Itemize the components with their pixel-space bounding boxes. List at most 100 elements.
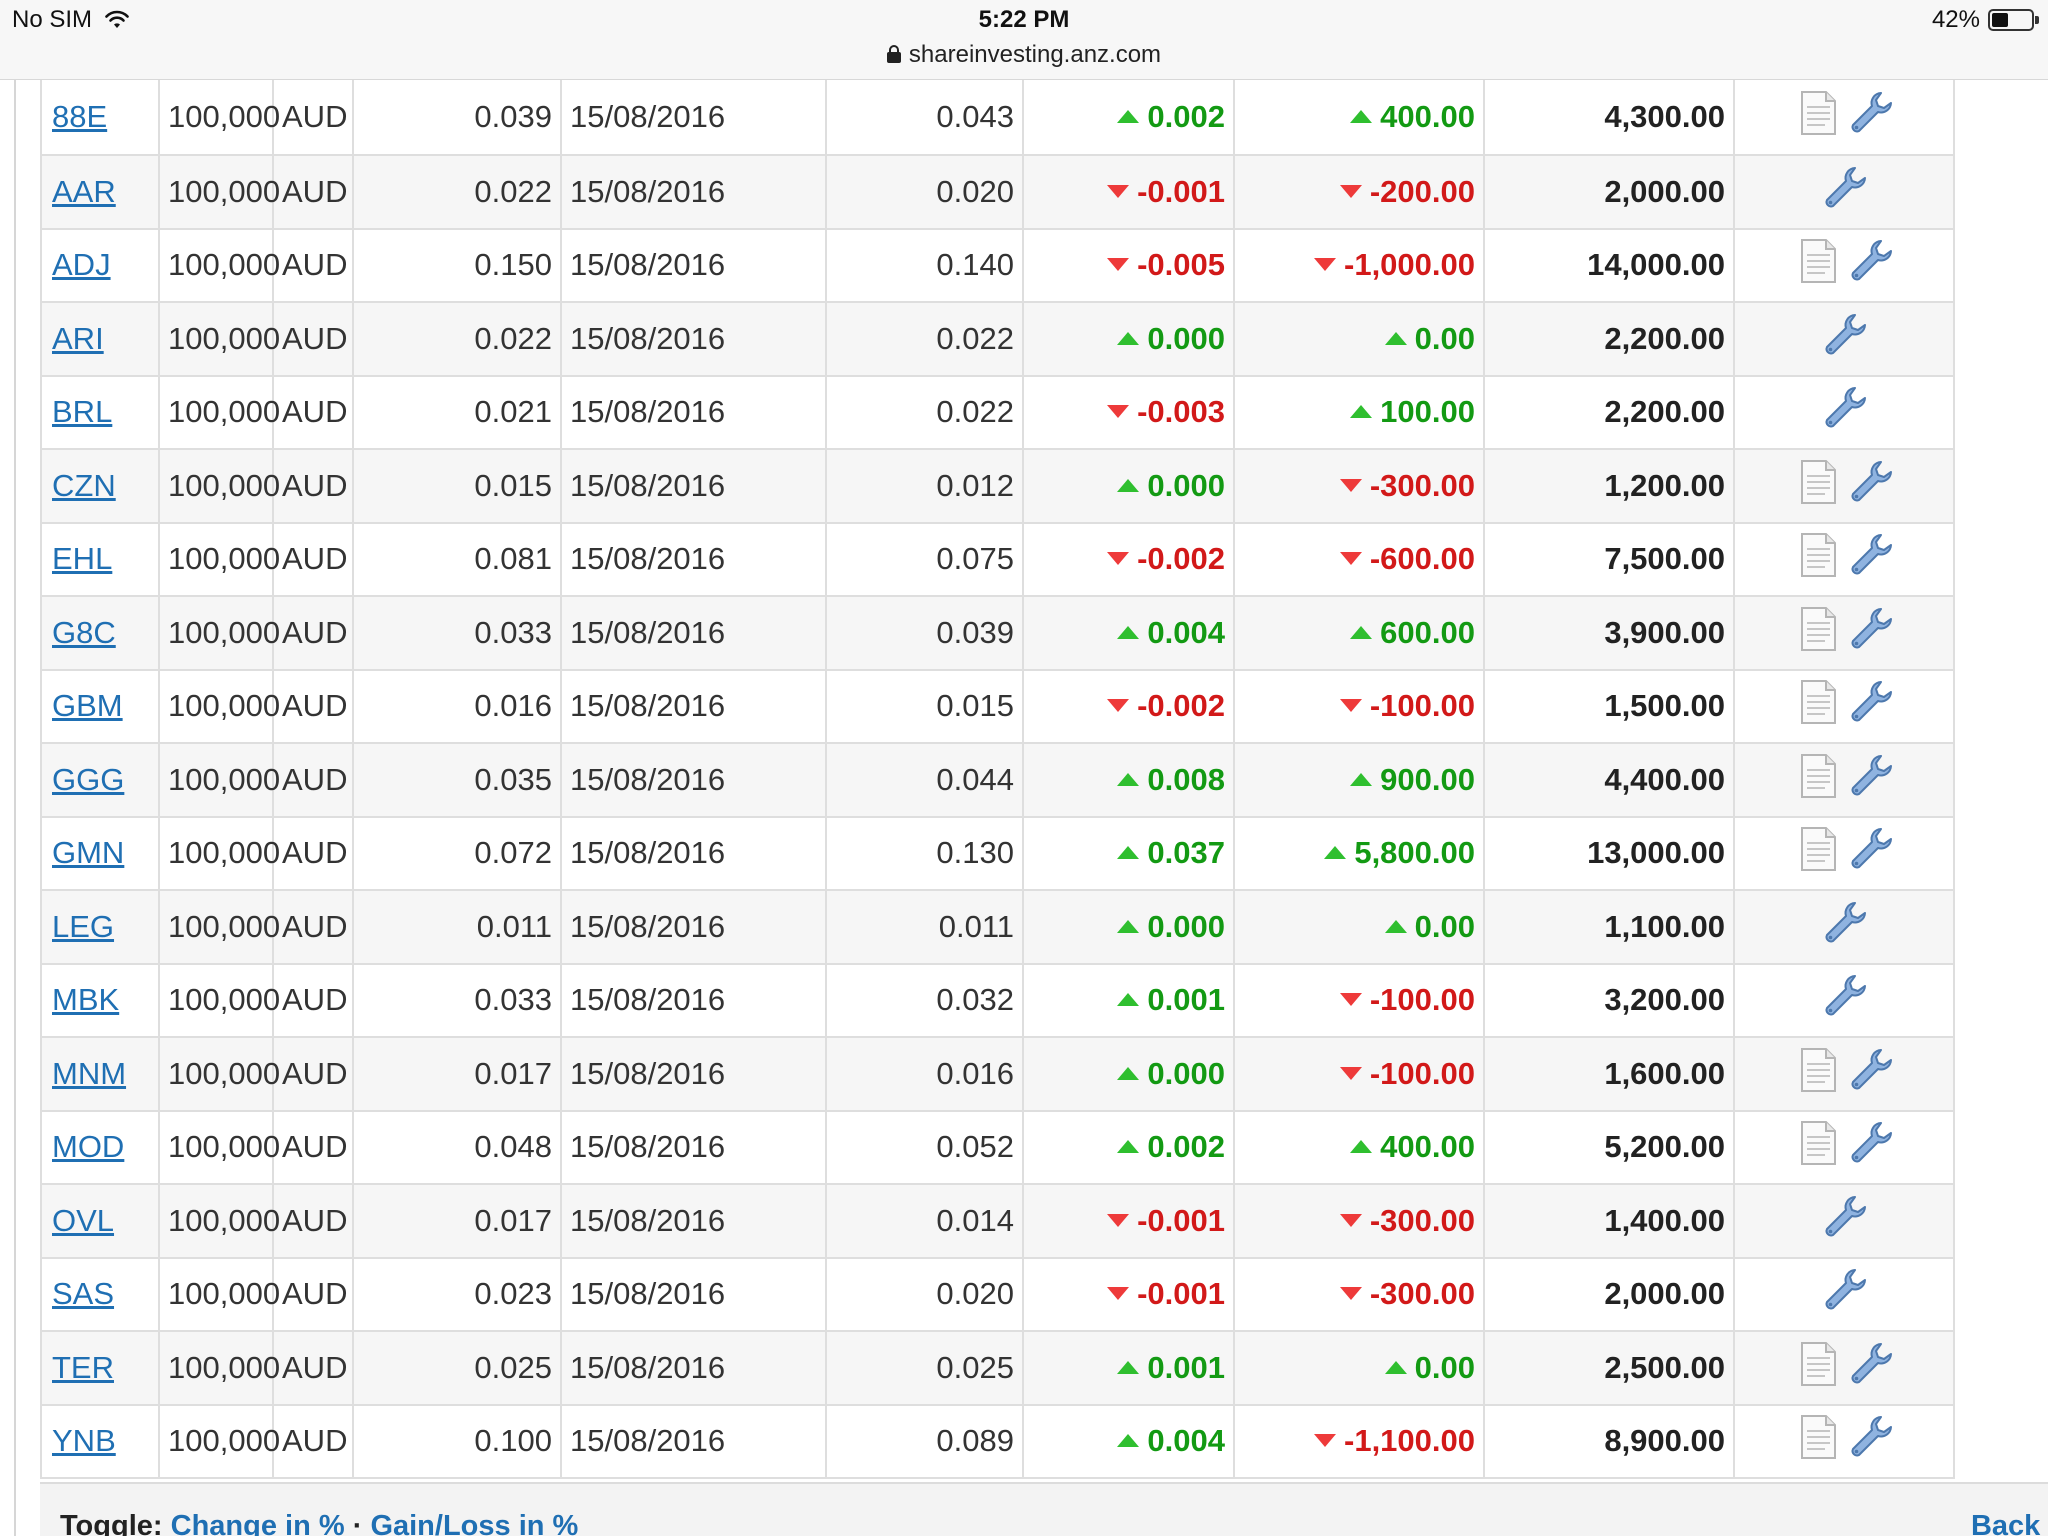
cell-date: 15/08/2016 xyxy=(560,1183,827,1259)
price-change-value: 0.000 xyxy=(1147,320,1225,356)
document-icon[interactable] xyxy=(1795,89,1841,137)
security-code-link[interactable]: GGG xyxy=(52,761,125,797)
security-code-link[interactable]: CZN xyxy=(52,467,116,503)
cell-code: AAR xyxy=(40,154,160,230)
triangle-up-icon xyxy=(1117,919,1140,933)
document-icon[interactable] xyxy=(1795,678,1841,726)
cell-code: SAS xyxy=(40,1256,160,1332)
security-code-link[interactable]: EHL xyxy=(52,541,113,577)
security-code-link[interactable]: MOD xyxy=(52,1129,125,1165)
security-code-link[interactable]: ADJ xyxy=(52,247,111,283)
price-change-value: 0.001 xyxy=(1147,982,1225,1018)
document-icon[interactable] xyxy=(1795,825,1841,873)
wrench-icon[interactable] xyxy=(1847,1413,1893,1461)
wrench-icon[interactable] xyxy=(1821,164,1867,212)
wrench-icon[interactable] xyxy=(1847,531,1893,579)
wrench-icon[interactable] xyxy=(1847,678,1893,726)
cell-quantity: 100,000 xyxy=(158,595,280,671)
cell-date: 15/08/2016 xyxy=(560,1330,827,1406)
wrench-icon[interactable] xyxy=(1847,825,1893,873)
triangle-down-icon xyxy=(1339,552,1362,566)
price-change-value: -0.001 xyxy=(1137,173,1225,209)
cell-quantity: 100,000 xyxy=(158,154,280,230)
cell-purchase-price: 0.021 xyxy=(352,374,562,450)
cell-last-price: 0.039 xyxy=(825,595,1024,671)
security-code-link[interactable]: MNM xyxy=(52,1055,127,1091)
triangle-up-icon xyxy=(1117,1066,1140,1080)
wrench-icon[interactable] xyxy=(1847,605,1893,653)
security-code-link[interactable]: 88E xyxy=(52,99,108,134)
security-code-link[interactable]: LEG xyxy=(52,908,115,944)
security-code-link[interactable]: G8C xyxy=(52,614,116,650)
cell-actions xyxy=(1733,815,1955,891)
cell-last-price: 0.012 xyxy=(825,448,1024,524)
wrench-icon[interactable] xyxy=(1821,1193,1867,1241)
security-code-link[interactable]: ARI xyxy=(52,320,104,356)
cell-quantity: 100,000 xyxy=(158,1403,280,1479)
cell-code: MBK xyxy=(40,962,160,1038)
cell-currency: AUD xyxy=(272,1109,354,1185)
document-icon[interactable] xyxy=(1795,752,1841,800)
triangle-down-icon xyxy=(1339,1287,1362,1301)
row-actions xyxy=(1795,531,1893,579)
row-actions xyxy=(1821,384,1867,432)
gain-loss-value: 400.00 xyxy=(1380,1129,1475,1165)
wrench-icon[interactable] xyxy=(1847,458,1893,506)
document-icon[interactable] xyxy=(1795,605,1841,653)
wrench-icon[interactable] xyxy=(1821,384,1867,432)
gain-loss-percent-link[interactable]: Gain/Loss in % xyxy=(370,1510,579,1536)
cell-actions xyxy=(1733,1036,1955,1112)
document-icon[interactable] xyxy=(1795,1119,1841,1167)
security-code-link[interactable]: YNB xyxy=(52,1423,116,1459)
security-code-link[interactable]: AAR xyxy=(52,173,116,209)
cell-purchase-price: 0.017 xyxy=(352,1183,562,1259)
wrench-icon[interactable] xyxy=(1821,972,1867,1020)
cell-code: OVL xyxy=(40,1183,160,1259)
gain-loss-value: -300.00 xyxy=(1369,1202,1475,1238)
security-code-link[interactable]: OVL xyxy=(52,1202,115,1238)
triangle-up-icon xyxy=(1384,331,1407,345)
wrench-icon[interactable] xyxy=(1847,1340,1893,1388)
document-icon[interactable] xyxy=(1795,531,1841,579)
cell-code: TER xyxy=(40,1330,160,1406)
cell-market-value: 8,900.00 xyxy=(1483,1403,1735,1479)
table-row: EHL 100,000 AUD 0.081 15/08/2016 0.075 -0.002 -… xyxy=(40,521,2048,597)
row-actions xyxy=(1795,678,1893,726)
row-actions xyxy=(1795,752,1893,800)
wrench-icon[interactable] xyxy=(1821,311,1867,359)
wrench-icon[interactable] xyxy=(1821,1266,1867,1314)
battery-icon xyxy=(1988,9,2039,31)
cell-date: 15/08/2016 xyxy=(560,521,827,597)
url-text: shareinvesting.anz.com xyxy=(908,41,1162,68)
document-icon[interactable] xyxy=(1795,1413,1841,1461)
back-link[interactable]: Back t xyxy=(1970,1510,2048,1536)
security-code-link[interactable]: MBK xyxy=(52,982,120,1018)
document-icon[interactable] xyxy=(1795,237,1841,285)
cell-gain-loss: -1,100.00 xyxy=(1233,1403,1485,1479)
triangle-up-icon xyxy=(1384,919,1407,933)
document-icon[interactable] xyxy=(1795,1046,1841,1094)
wrench-icon[interactable] xyxy=(1821,899,1867,947)
security-code-link[interactable]: GMN xyxy=(52,835,125,871)
document-icon[interactable] xyxy=(1795,1340,1841,1388)
cell-currency: AUD xyxy=(272,227,354,303)
cell-market-value: 1,400.00 xyxy=(1483,1183,1735,1259)
cell-actions xyxy=(1733,374,1955,450)
triangle-up-icon xyxy=(1117,331,1140,345)
price-change-value: 0.002 xyxy=(1147,1129,1225,1165)
address-bar[interactable]: shareinvesting.anz.com xyxy=(0,41,2048,69)
wrench-icon[interactable] xyxy=(1847,1119,1893,1167)
security-code-link[interactable]: TER xyxy=(52,1349,114,1385)
security-code-link[interactable]: BRL xyxy=(52,394,113,430)
document-icon[interactable] xyxy=(1795,458,1841,506)
wrench-icon[interactable] xyxy=(1847,752,1893,800)
wrench-icon[interactable] xyxy=(1847,237,1893,285)
cell-gain-loss: -600.00 xyxy=(1233,521,1485,597)
security-code-link[interactable]: GBM xyxy=(52,688,123,724)
wrench-icon[interactable] xyxy=(1847,1046,1893,1094)
change-percent-link[interactable]: Change in % xyxy=(170,1510,345,1536)
security-code-link[interactable]: SAS xyxy=(52,1276,115,1312)
cell-currency: AUD xyxy=(272,815,354,891)
wrench-icon[interactable] xyxy=(1847,89,1893,137)
cell-currency: AUD xyxy=(272,595,354,671)
